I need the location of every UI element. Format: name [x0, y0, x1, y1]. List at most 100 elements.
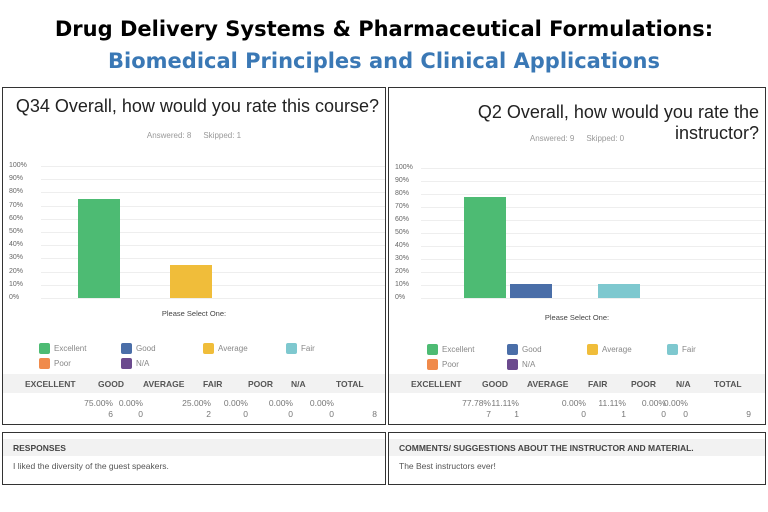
legend-label: N/A — [136, 359, 150, 368]
cell-percent: 0.00% — [223, 398, 248, 408]
column-header: EXCELLENT — [411, 379, 462, 389]
gridline — [421, 168, 765, 169]
legend-item: N/A — [121, 358, 149, 369]
column-header: TOTAL — [336, 379, 364, 389]
y-tick-label: 80% — [395, 190, 410, 197]
cell-count: 6 — [108, 409, 113, 419]
cell-count: 0 — [138, 409, 143, 419]
legend-label: Poor — [442, 360, 459, 369]
gridline — [41, 232, 385, 233]
legend-label: Excellent — [442, 345, 475, 354]
table-header: EXCELLENT GOOD AVERAGE FAIR POOR N/A TOTAL — [389, 374, 765, 393]
y-tick-label: 30% — [395, 255, 410, 262]
cell-percent: 11.11% — [491, 398, 519, 408]
column-header: GOOD — [98, 379, 124, 389]
y-tick-label: 50% — [395, 229, 410, 236]
cell-percent: 25.00% — [182, 398, 211, 408]
bar-excellent — [464, 196, 506, 298]
gridline — [421, 285, 765, 286]
y-tick-label: 60% — [9, 214, 24, 222]
gridline — [41, 192, 385, 194]
responses-header: RESPONSES — [3, 439, 385, 456]
column-header: AVERAGE — [143, 379, 185, 389]
table-header: EXCELLENT GOOD AVERAGE FAIR POOR N/A TOTAL — [3, 374, 385, 393]
y-tick-label: 40% — [9, 241, 24, 249]
cell-count: 0 — [243, 409, 248, 419]
y-tick-label: 10% — [395, 281, 410, 288]
y-tick-label: 40% — [395, 242, 410, 249]
cell-count: 7 — [486, 409, 491, 419]
gridline — [421, 259, 765, 260]
cell-count: 0 — [581, 409, 586, 419]
y-tick-label: 0% — [9, 294, 20, 301]
gridline — [41, 179, 385, 181]
legend-swatch — [427, 344, 438, 355]
legend-swatch — [587, 344, 598, 355]
column-header: GOOD — [482, 379, 508, 389]
comment-text: The Best instructors ever! — [399, 461, 496, 471]
gridline — [41, 284, 385, 286]
gridline — [421, 272, 765, 273]
legend-item: Good — [121, 343, 156, 354]
legend-item: Poor — [427, 359, 459, 370]
cell-percent: 75.00% — [84, 398, 113, 408]
legend-swatch — [427, 359, 438, 370]
legend-item: Average — [203, 343, 248, 354]
column-header: N/A — [291, 379, 306, 389]
cell-percent: 0.00% — [663, 398, 688, 408]
legend-item: Average — [587, 344, 632, 355]
legend-swatch — [39, 358, 50, 369]
legend-item: Fair — [286, 343, 315, 354]
chart-title: Q2 Overall, how would you rate the instr… — [477, 102, 759, 143]
legend-item: N/A — [507, 359, 535, 370]
skipped-count: Skipped: 0 — [586, 134, 625, 143]
legend-item: Poor — [39, 358, 71, 369]
gridline — [421, 246, 765, 247]
y-tick-label: 100% — [9, 162, 27, 169]
bar-fair — [598, 283, 640, 298]
legend-label: Average — [602, 345, 632, 354]
column-header: FAIR — [588, 379, 608, 389]
gridline — [41, 205, 385, 207]
course-rating-panel: Q34 Overall, how would you rate this cou… — [2, 87, 386, 425]
cell-percent: 0.00% — [268, 398, 293, 408]
column-header: N/A — [676, 379, 691, 389]
chart-title: Q34 Overall, how would you rate this cou… — [15, 96, 379, 116]
cell-percent: 0.00% — [561, 398, 586, 408]
gridline — [421, 298, 765, 299]
column-header: POOR — [631, 379, 657, 389]
y-tick-label: 50% — [9, 228, 24, 235]
cell-count: 0 — [288, 409, 293, 419]
legend-swatch — [203, 343, 214, 354]
gridline — [421, 194, 765, 195]
gridline — [421, 220, 765, 221]
y-tick-label: 80% — [9, 188, 24, 196]
cell-total: 9 — [746, 409, 751, 419]
answered-count: Answered: 8 — [146, 131, 192, 140]
legend-label: N/A — [522, 360, 536, 369]
legend-swatch — [667, 344, 678, 355]
responses-box: RESPONSES I liked the diversity of the g… — [2, 432, 386, 485]
y-tick-label: 100% — [395, 164, 413, 171]
cell-count: 0 — [329, 409, 334, 419]
column-header: TOTAL — [714, 379, 742, 389]
legend-label: Good — [136, 344, 156, 353]
legend-swatch — [507, 344, 518, 355]
legend-item: Excellent — [39, 343, 86, 354]
comments-header: COMMENTS/ SUGGESTIONS ABOUT THE INSTRUCT… — [389, 439, 765, 456]
cell-count: 2 — [206, 409, 211, 419]
cell-total: 8 — [372, 409, 377, 419]
gridline — [41, 245, 385, 247]
legend-swatch — [121, 343, 132, 354]
bar-average — [170, 265, 212, 298]
y-tick-label: 20% — [395, 268, 410, 275]
y-tick-label: 70% — [9, 201, 24, 209]
y-tick-label: 70% — [395, 203, 410, 210]
comments-box: COMMENTS/ SUGGESTIONS ABOUT THE INSTRUCT… — [388, 432, 766, 485]
y-tick-label: 90% — [9, 175, 24, 183]
column-header: EXCELLENT — [25, 379, 76, 389]
column-header: POOR — [248, 379, 274, 389]
legend-swatch — [286, 343, 297, 354]
legend-label: Fair — [682, 345, 696, 354]
legend-swatch — [507, 359, 518, 370]
